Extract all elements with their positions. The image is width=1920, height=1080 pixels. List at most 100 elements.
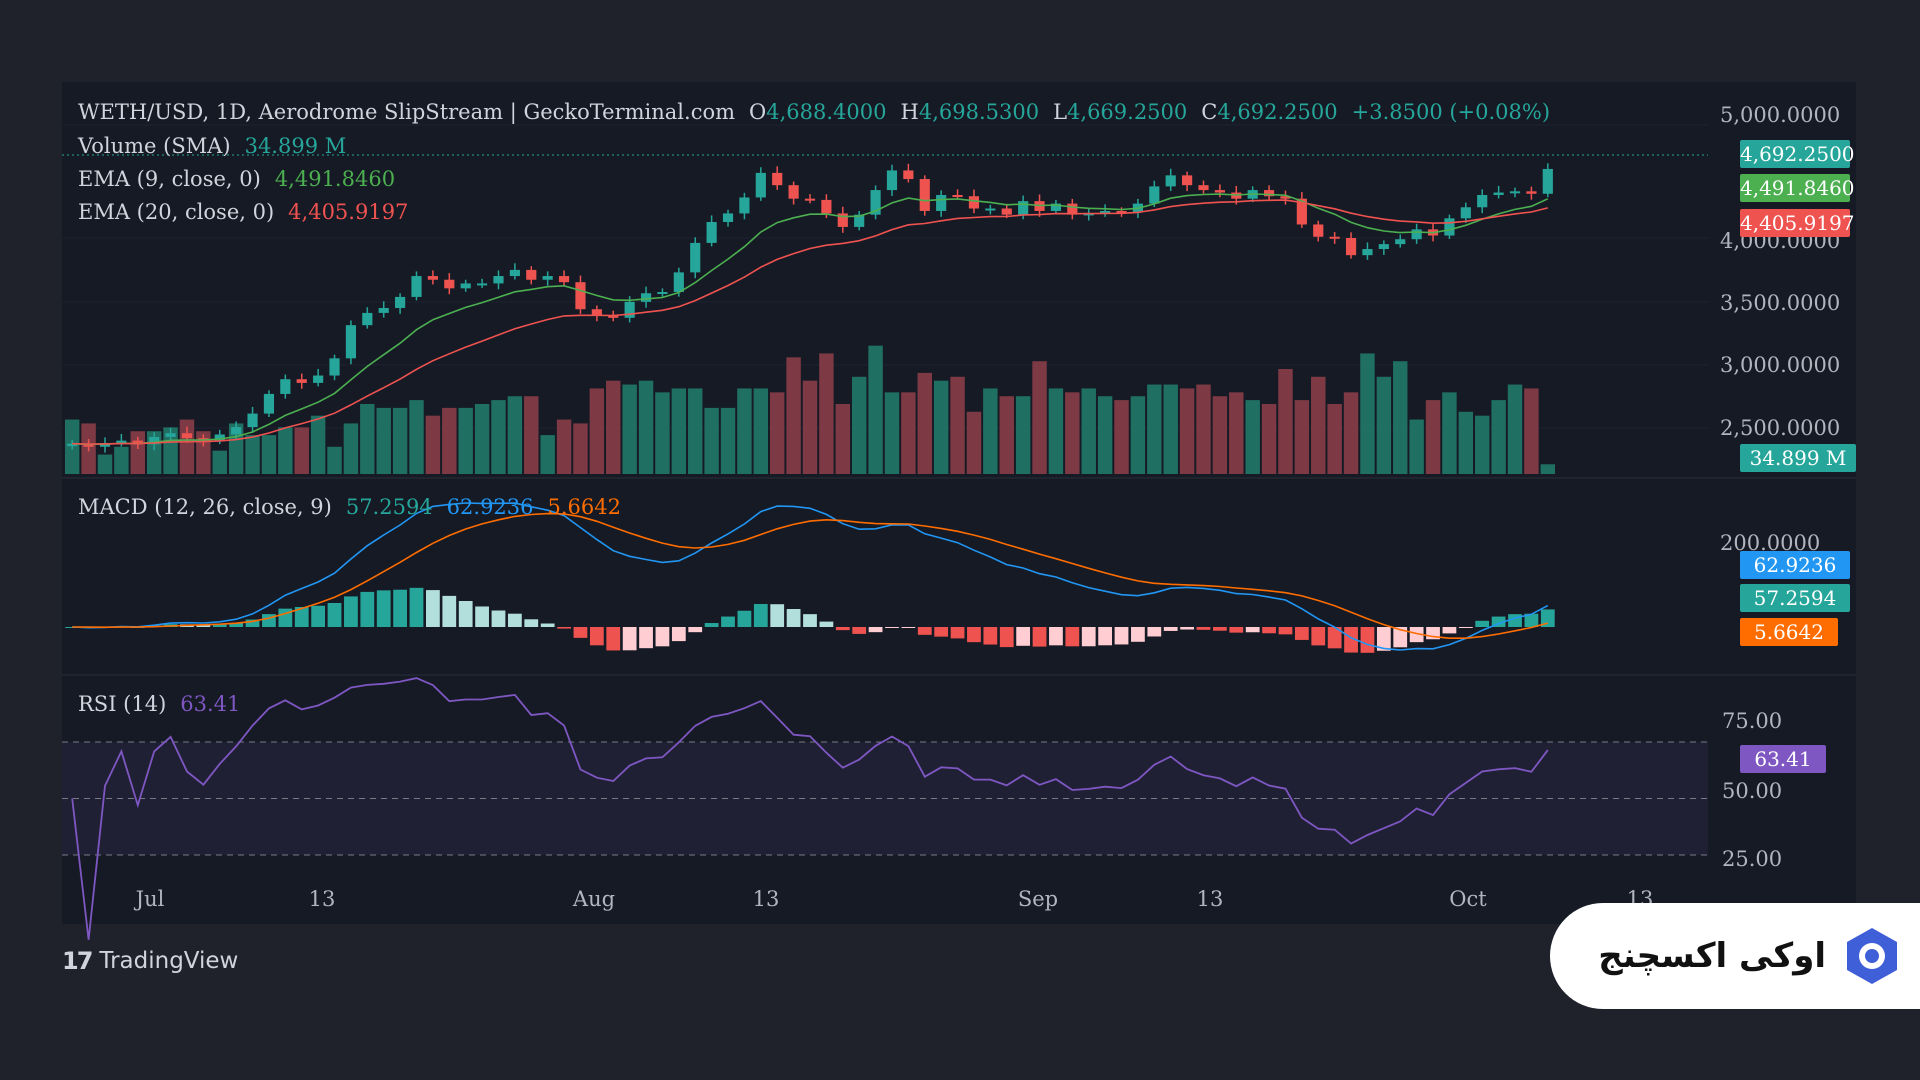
volume-bar bbox=[507, 396, 523, 474]
ema9-line bbox=[72, 193, 1549, 446]
volume-bar bbox=[589, 388, 605, 474]
volume-bar bbox=[1376, 376, 1392, 474]
candle-body bbox=[329, 358, 340, 376]
macd-histogram-bar bbox=[606, 627, 621, 651]
macd-histogram-bar bbox=[1311, 627, 1326, 646]
macd-histogram-bar bbox=[1262, 627, 1276, 634]
volume-bar bbox=[491, 400, 506, 474]
candle-body bbox=[1050, 203, 1062, 211]
macd-histogram-bar bbox=[1458, 627, 1473, 628]
candle-body bbox=[395, 296, 406, 308]
macd-legend[interactable]: MACD (12, 26, close, 9) 57.2594 62.9236 5.6… bbox=[78, 495, 635, 519]
ema20-legend[interactable]: EMA (20, close, 0) 4,405.9197 bbox=[78, 200, 422, 224]
macd-histogram-bar bbox=[999, 627, 1014, 648]
volume-bar bbox=[261, 435, 277, 474]
volume-bar bbox=[737, 388, 752, 474]
macd-histogram-bar bbox=[835, 627, 850, 631]
candle-body bbox=[1214, 190, 1225, 193]
macd-histogram-bar bbox=[622, 627, 637, 651]
macd-histogram-bar bbox=[1442, 627, 1457, 634]
candle-body bbox=[1477, 195, 1488, 208]
macd-histogram-bar bbox=[819, 621, 834, 627]
macd-histogram-bar bbox=[327, 602, 342, 627]
macd-histogram-bar bbox=[1213, 627, 1227, 631]
candle-body bbox=[1460, 207, 1471, 219]
volume-bar bbox=[1311, 376, 1326, 474]
macd-hist-badge: 57.2594 bbox=[1740, 584, 1850, 612]
macd-histogram-bar bbox=[376, 590, 391, 627]
macd-histogram-bar bbox=[770, 604, 785, 627]
volume-bar bbox=[1261, 404, 1277, 474]
macd-histogram-bar bbox=[1360, 627, 1375, 653]
macd-histogram-bar bbox=[1131, 627, 1145, 642]
rsi-label: RSI (14) bbox=[78, 692, 167, 716]
tradingview-logo-icon: 17 bbox=[62, 947, 93, 975]
volume-badge: 34.899 M bbox=[1740, 444, 1856, 472]
candle-body bbox=[132, 440, 143, 445]
symbol-label[interactable]: WETH/USD, 1D, Aerodrome SlipStream | Gec… bbox=[78, 100, 736, 124]
macd-histogram-bar bbox=[983, 627, 998, 645]
volume-bar bbox=[671, 388, 687, 474]
candle-body bbox=[722, 213, 734, 223]
candle-body bbox=[657, 292, 668, 295]
macd-histogram-bar bbox=[852, 627, 867, 634]
candle-body bbox=[214, 434, 225, 441]
macd-histogram-bar bbox=[245, 619, 260, 627]
volume-bar bbox=[245, 435, 260, 474]
volume-bar bbox=[1032, 361, 1047, 474]
volume-bar bbox=[720, 407, 736, 474]
candle-body bbox=[542, 276, 553, 280]
macd-histogram-bar bbox=[1098, 627, 1113, 646]
volume-label: Volume (SMA) bbox=[78, 134, 231, 158]
volume-bar bbox=[950, 376, 965, 474]
chart-frame bbox=[62, 82, 1856, 924]
volume-legend[interactable]: Volume (SMA) 34.899 M bbox=[78, 134, 360, 158]
candle-body bbox=[99, 443, 111, 447]
rsi-legend[interactable]: RSI (14) 63.41 bbox=[78, 692, 254, 716]
time-tick-label: Sep bbox=[1018, 887, 1058, 911]
candle-body bbox=[1263, 190, 1275, 197]
macd-histogram-bar bbox=[229, 622, 244, 627]
ema9-legend[interactable]: EMA (9, close, 0) 4,491.8460 bbox=[78, 167, 409, 191]
okx-exchange-card[interactable]: اوکی اکسچنج bbox=[1550, 903, 1920, 1009]
candle-body bbox=[1395, 239, 1406, 245]
candle-body bbox=[870, 190, 881, 215]
macd-histogram-bar bbox=[426, 590, 440, 627]
volume-bar bbox=[1409, 419, 1424, 474]
volume-bar bbox=[835, 404, 851, 474]
macd-histogram-bar bbox=[1376, 627, 1391, 651]
volume-bar bbox=[622, 384, 637, 474]
ema20-badge: 4,405.9197 bbox=[1740, 209, 1855, 237]
candle-body bbox=[1378, 244, 1389, 250]
macd-histogram-bar bbox=[1294, 627, 1309, 640]
candle-body bbox=[591, 309, 602, 316]
low-value: 4,669.2500 bbox=[1067, 100, 1188, 124]
macd-histogram-bar bbox=[1114, 627, 1129, 645]
volume-bar bbox=[1130, 396, 1146, 474]
volume-bar bbox=[1147, 384, 1162, 474]
close-label: C bbox=[1201, 100, 1218, 124]
volume-bar bbox=[376, 407, 391, 474]
volume-bar bbox=[901, 392, 916, 474]
tradingview-attribution[interactable]: 17 TradingView bbox=[62, 947, 238, 975]
candle-body bbox=[1165, 175, 1176, 187]
candle-body bbox=[1313, 224, 1324, 237]
volume-bar bbox=[294, 427, 309, 474]
volume-bar bbox=[392, 407, 408, 474]
macd-histogram-bar bbox=[196, 625, 211, 627]
macd-histogram-bar bbox=[1032, 627, 1047, 647]
candles bbox=[67, 163, 1553, 453]
volume-bar bbox=[360, 404, 375, 474]
volume-bar bbox=[1327, 404, 1342, 474]
macd-histogram-bar bbox=[737, 610, 752, 627]
volume-bar bbox=[1458, 411, 1474, 474]
candle-body bbox=[1509, 191, 1521, 194]
macd-histogram-bar bbox=[917, 627, 932, 635]
macd-histogram-bar bbox=[1245, 627, 1260, 633]
ohlc-legend: WETH/USD, 1D, Aerodrome SlipStream | Gec… bbox=[78, 100, 1564, 124]
candle-body bbox=[1280, 196, 1291, 199]
macd-histogram-bar bbox=[671, 627, 686, 642]
volume-bar bbox=[1212, 396, 1228, 474]
close-value: 4,692.2500 bbox=[1217, 100, 1338, 124]
